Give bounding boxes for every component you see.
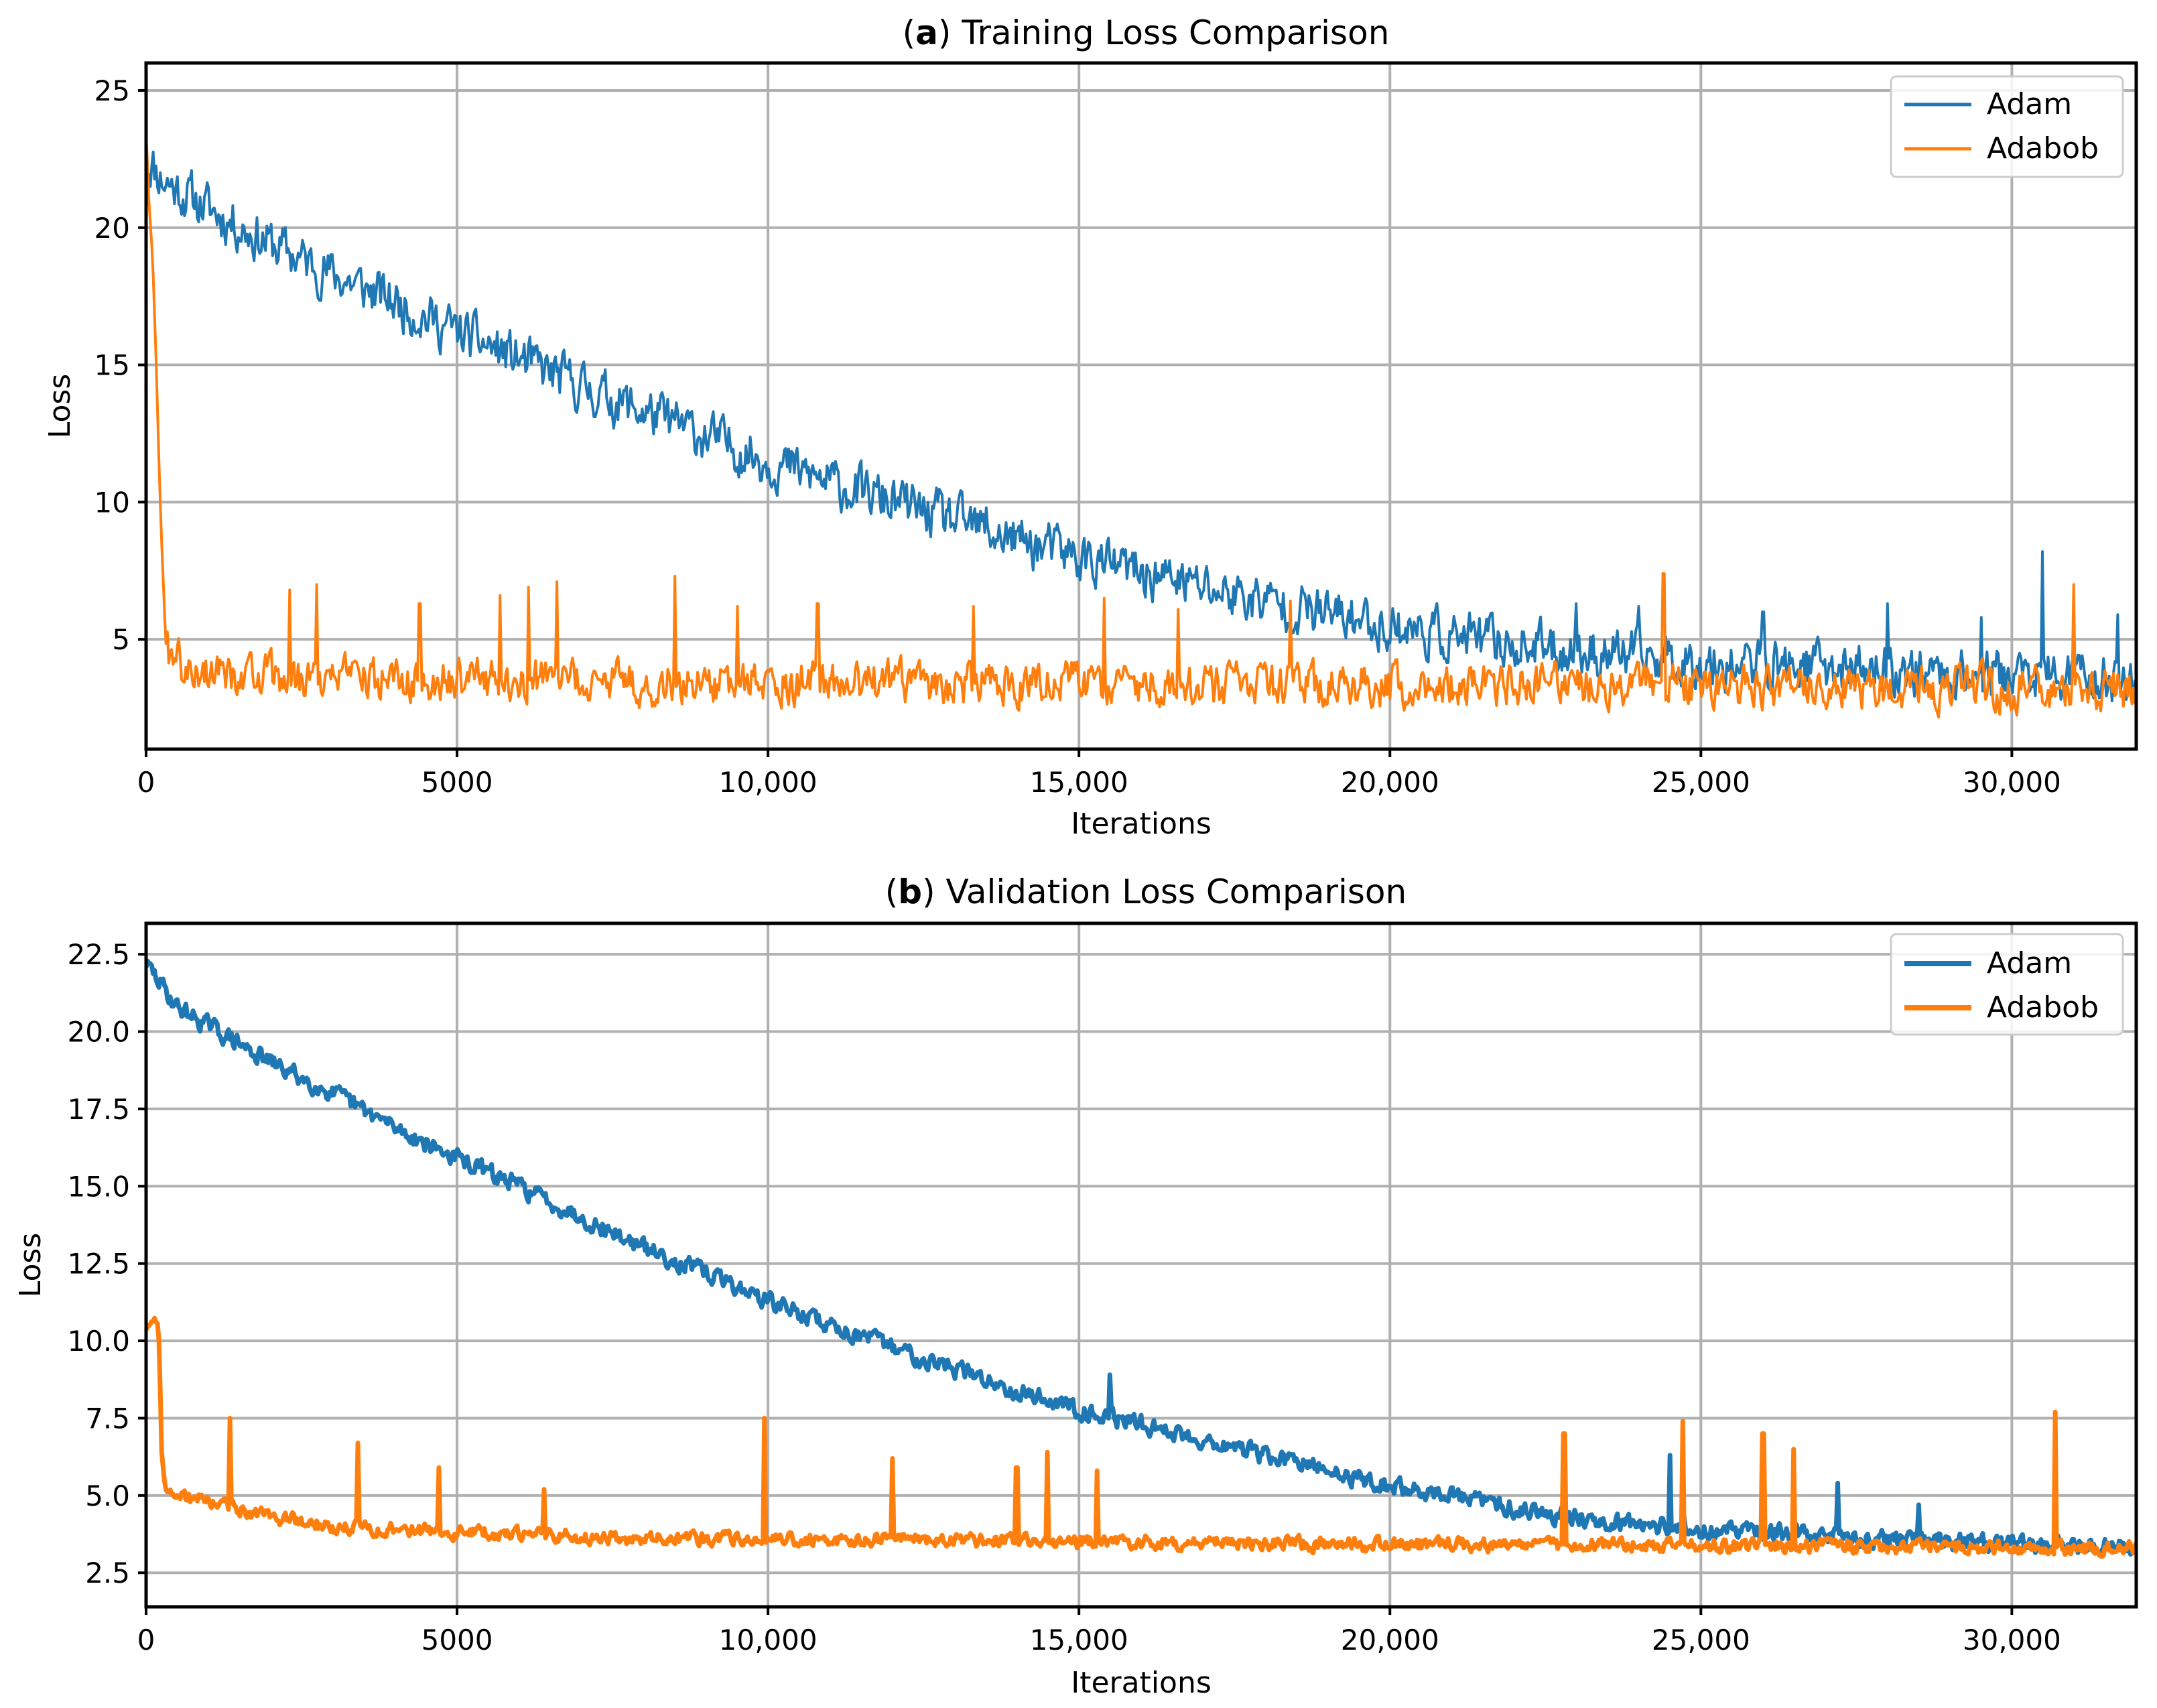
panel-b-y-tick-label: 17.5 bbox=[67, 1093, 130, 1126]
panel-a-legend-box bbox=[1890, 75, 2124, 178]
panel-a-y-ticks: 5 10 15 20 25 bbox=[94, 74, 146, 656]
panel-b-y-tick-label: 15.0 bbox=[67, 1170, 130, 1203]
panel-b-y-tick-label: 7.5 bbox=[85, 1402, 130, 1435]
panel-b-legend-label-adam: Adam bbox=[1987, 946, 2072, 980]
panel-b-plot-area bbox=[146, 958, 2136, 1559]
panel-b-legend: Adam Adabob bbox=[1890, 933, 2124, 1036]
panel-a-grid bbox=[145, 63, 2136, 749]
panel-b-y-tick-label: 2.5 bbox=[85, 1557, 130, 1589]
panel-a-y-tick-label: 5 bbox=[112, 623, 130, 656]
panel-b-title: (b) Validation Loss Comparison bbox=[885, 872, 1407, 911]
panel-b-y-tick-label: 12.5 bbox=[67, 1248, 130, 1280]
panel-b-x-tick-label: 20,000 bbox=[1341, 1624, 1439, 1656]
panel-a-legend-label-adabob: Adabob bbox=[1987, 131, 2099, 166]
panel-a-y-tick-label: 20 bbox=[94, 212, 130, 245]
panel-b-y-tick-label: 5.0 bbox=[85, 1480, 130, 1512]
panel-b-y-ticks: 2.5 5.0 7.5 10.0 12.5 15.0 17.5 20.0 22.5 bbox=[67, 938, 146, 1589]
panel-a-y-tick-label: 25 bbox=[94, 74, 130, 107]
panel-b-y-tick-label: 20.0 bbox=[67, 1016, 130, 1049]
panel-b-x-tick-label: 10,000 bbox=[719, 1624, 818, 1656]
panel-b-validation-loss: (b) Validation Loss Comparison 0 5000 10,0… bbox=[13, 872, 2138, 1700]
panel-a-y-tick-label: 15 bbox=[94, 349, 130, 382]
panel-b-series-line-adabob bbox=[146, 1315, 2136, 1559]
panel-b-x-axis-label: Iterations bbox=[1071, 1666, 1212, 1700]
panel-a-y-tick-label: 10 bbox=[94, 486, 130, 519]
panel-a-training-loss: (a) Training Loss Comparison 0 5000 10,000… bbox=[43, 13, 2138, 841]
panel-a-legend: Adam Adabob bbox=[1890, 75, 2124, 178]
panel-b-y-tick-label: 22.5 bbox=[67, 938, 130, 971]
panel-a-x-ticks: 0 5000 10,000 15,000 20,000 25,000 30,000 bbox=[137, 749, 2061, 799]
panel-b-x-tick-label: 15,000 bbox=[1030, 1624, 1128, 1656]
panel-a-x-axis-label: Iterations bbox=[1071, 807, 1212, 841]
panel-a-x-tick-label: 15,000 bbox=[1030, 766, 1128, 799]
panel-b-y-tick-label: 10.0 bbox=[67, 1325, 130, 1358]
panel-a-x-tick-label: 0 bbox=[137, 766, 155, 799]
panel-a-series-line-adam bbox=[146, 150, 2136, 703]
panel-b-grid bbox=[145, 923, 2136, 1607]
panel-a-plot-area bbox=[146, 134, 2136, 719]
panel-b-y-axis-label: Loss bbox=[13, 1233, 48, 1298]
panel-a-series-line-adabob bbox=[146, 134, 2136, 719]
panel-a-axes-frame bbox=[144, 61, 2138, 751]
panel-a-legend-label-adam: Adam bbox=[1987, 87, 2072, 121]
panel-a-title: (a) Training Loss Comparison bbox=[903, 13, 1390, 52]
panel-a-x-tick-label: 25,000 bbox=[1652, 766, 1750, 799]
panel-a-y-axis-label: Loss bbox=[43, 374, 77, 439]
panel-a-x-tick-label: 30,000 bbox=[1963, 766, 2061, 799]
panel-a-x-tick-label: 10,000 bbox=[719, 766, 818, 799]
panel-b-x-tick-label: 0 bbox=[137, 1624, 155, 1656]
panel-a-x-tick-label: 20,000 bbox=[1341, 766, 1439, 799]
panel-b-legend-label-adabob: Adabob bbox=[1987, 990, 2099, 1025]
panel-b-x-tick-label: 30,000 bbox=[1963, 1624, 2061, 1656]
panel-b-x-tick-label: 25,000 bbox=[1652, 1624, 1750, 1656]
panel-b-axes-frame bbox=[144, 921, 2138, 1609]
panel-b-x-ticks: 0 5000 10,000 15,000 20,000 25,000 30,000 bbox=[137, 1607, 2061, 1656]
panel-b-x-tick-label: 5000 bbox=[421, 1624, 493, 1656]
panel-a-x-tick-label: 5000 bbox=[421, 766, 493, 799]
panel-b-series-line-adam bbox=[146, 958, 2136, 1559]
